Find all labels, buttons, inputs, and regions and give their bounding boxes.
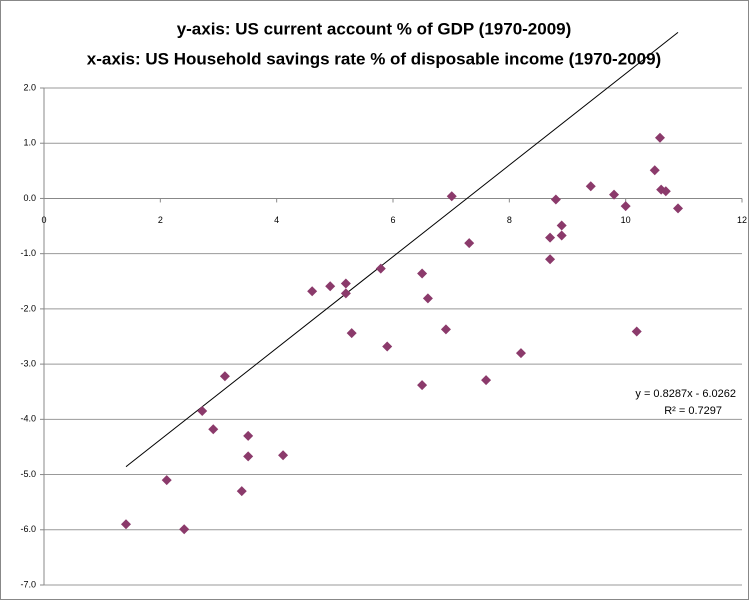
point — [545, 232, 556, 243]
trendline — [125, 32, 679, 468]
point — [307, 286, 318, 297]
chart-title: y-axis: US current account % of GDP (197… — [177, 19, 572, 38]
y-tick-label: 1.0 — [23, 138, 36, 148]
point — [382, 341, 393, 352]
point — [620, 201, 631, 212]
point — [278, 450, 289, 461]
point — [440, 324, 451, 335]
trendline-equation: y = 0.8287x - 6.0262 — [635, 388, 736, 400]
point — [649, 165, 660, 176]
point — [375, 263, 386, 274]
point — [422, 293, 433, 304]
point — [585, 181, 596, 192]
y-tick-label: -3.0 — [20, 358, 36, 368]
point — [515, 348, 526, 359]
point — [545, 254, 556, 265]
x-tick-label: 0 — [41, 215, 46, 225]
y-tick-label: -1.0 — [20, 248, 36, 258]
point — [340, 288, 351, 299]
x-tick-label: 10 — [621, 215, 631, 225]
point — [121, 519, 132, 530]
point — [654, 132, 665, 143]
x-tick-label: 6 — [390, 215, 395, 225]
point — [179, 524, 190, 535]
point — [208, 424, 219, 435]
point — [446, 191, 457, 202]
point — [481, 375, 492, 386]
point — [556, 230, 567, 241]
point — [464, 238, 475, 249]
x-tick-label: 8 — [507, 215, 512, 225]
point — [219, 371, 230, 382]
point — [243, 430, 254, 441]
y-tick-label: 0.0 — [23, 193, 36, 203]
y-tick-label: -4.0 — [20, 414, 36, 424]
x-tick-label: 12 — [737, 215, 747, 225]
y-tick-label: 2.0 — [23, 82, 36, 92]
y-tick-label: -5.0 — [20, 469, 36, 479]
point — [243, 451, 254, 462]
y-tick-label: -2.0 — [20, 303, 36, 313]
point — [550, 194, 561, 205]
y-tick-label: -7.0 — [20, 579, 36, 589]
point — [161, 475, 172, 486]
point — [340, 278, 351, 289]
x-tick-label: 2 — [158, 215, 163, 225]
point — [660, 186, 671, 197]
point — [631, 326, 642, 337]
point — [609, 189, 620, 200]
point — [417, 268, 428, 279]
point — [325, 281, 336, 292]
point — [346, 328, 357, 339]
point — [673, 203, 684, 214]
x-tick-label: 4 — [274, 215, 279, 225]
point — [197, 406, 208, 417]
point — [556, 220, 567, 231]
chart-subtitle: x-axis: US Household savings rate % of d… — [87, 49, 661, 68]
point — [236, 486, 247, 497]
point — [417, 380, 428, 391]
y-tick-label: -6.0 — [20, 524, 36, 534]
trendline-r2: R² = 0.7297 — [664, 405, 722, 417]
